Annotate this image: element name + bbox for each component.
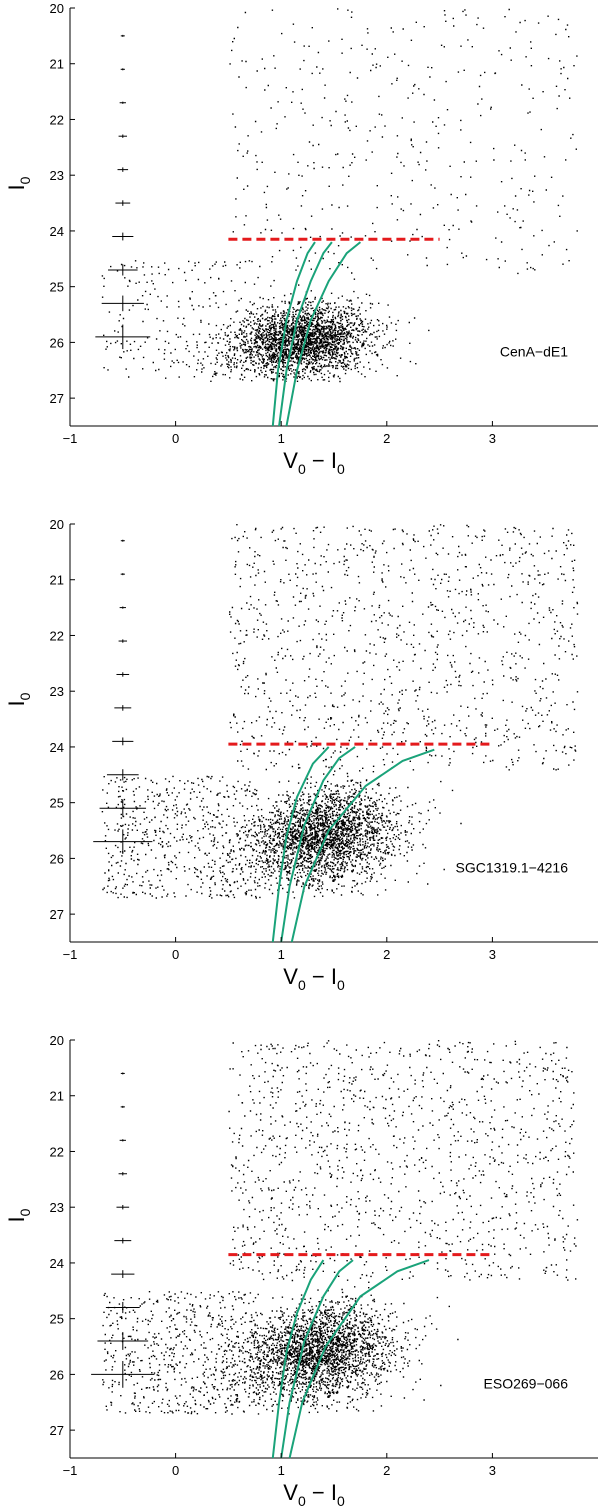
x-tick-label: 3 (489, 947, 496, 962)
y-tick-label: 23 (50, 168, 64, 183)
x-tick-label: 0 (172, 431, 179, 446)
error-bar-4 (118, 1172, 128, 1176)
error-bar-8 (108, 264, 138, 276)
error-bar-2 (120, 1105, 125, 1108)
error-bar-5 (116, 1204, 130, 1210)
error-bar-2 (120, 68, 125, 71)
y-tick-label: 24 (50, 224, 64, 239)
x-tick-label: −1 (63, 1463, 78, 1478)
y-tick-label: 24 (50, 1256, 64, 1271)
error-bar-6 (115, 200, 131, 206)
y-tick-label: 24 (50, 740, 64, 755)
y-axis-title: I0 (4, 176, 33, 190)
y-tick-label: 25 (50, 1312, 64, 1327)
x-tick-label: 3 (489, 1463, 496, 1478)
error-bar-7 (112, 737, 134, 746)
y-tick-label: 22 (50, 628, 64, 643)
error-bar-4 (118, 134, 128, 138)
isochrone-1 (271, 241, 316, 427)
star-points (101, 8, 578, 383)
isochrone-2 (278, 241, 333, 427)
y-tick-label: 20 (50, 1033, 64, 1048)
isochrone-3 (290, 748, 435, 943)
error-bar-7 (111, 1270, 135, 1278)
error-bar-9 (97, 1332, 149, 1350)
star-points (102, 1040, 579, 1415)
x-tick-label: −1 (63, 431, 78, 446)
y-tick-label: 27 (50, 391, 64, 406)
y-tick-label: 25 (50, 280, 64, 295)
y-axis-title: I0 (4, 1208, 33, 1222)
error-bar-9 (99, 799, 147, 817)
x-tick-label: −1 (63, 947, 78, 962)
y-tick-label: 22 (50, 112, 64, 127)
y-tick-label: 21 (50, 1089, 64, 1104)
error-bar-1 (120, 1072, 125, 1075)
y-axis-title: I0 (4, 692, 33, 706)
error-bar-4 (118, 639, 128, 643)
error-bar-3 (119, 101, 126, 104)
error-bar-9 (101, 295, 144, 312)
isochrone-2 (280, 746, 356, 943)
isochrone-3 (288, 1259, 430, 1459)
x-tick-label: 2 (383, 1463, 390, 1478)
error-bar-6 (114, 1237, 132, 1244)
y-tick-label: 23 (50, 1200, 64, 1215)
x-tick-label: 1 (278, 431, 285, 446)
isochrone-3 (285, 241, 362, 427)
star-points (101, 524, 579, 899)
y-tick-label: 26 (50, 335, 64, 350)
y-tick-label: 25 (50, 796, 64, 811)
error-bar-10 (95, 324, 151, 350)
panel-label: CenA−dE1 (500, 343, 568, 359)
error-bar-3 (119, 606, 126, 609)
error-bar-10 (91, 1361, 155, 1388)
y-tick-label: 26 (50, 1367, 64, 1382)
error-bar-2 (120, 573, 125, 576)
y-tick-label: 20 (50, 1, 64, 16)
error-bar-5 (116, 672, 130, 677)
error-bar-1 (120, 34, 125, 37)
x-axis-title: V0 − I0 (283, 964, 345, 993)
error-bar-5 (117, 167, 129, 172)
y-tick-label: 27 (50, 907, 64, 922)
x-tick-label: 1 (278, 947, 285, 962)
isochrone-1 (271, 1259, 325, 1459)
isochrone-1 (271, 746, 330, 943)
y-tick-label: 26 (50, 851, 64, 866)
x-axis-title: V0 − I0 (283, 448, 345, 477)
x-tick-label: 2 (383, 431, 390, 446)
error-bar-6 (114, 705, 132, 711)
panel-label: SGC1319.1−4216 (456, 859, 569, 875)
error-bar-8 (106, 769, 139, 781)
x-tick-label: 1 (278, 1463, 285, 1478)
error-bar-1 (120, 539, 125, 542)
error-bar-3 (119, 1139, 126, 1142)
error-bar-7 (112, 232, 134, 241)
y-tick-label: 23 (50, 684, 64, 699)
x-tick-label: 3 (489, 431, 496, 446)
isochrone-2 (280, 1259, 354, 1459)
y-tick-label: 20 (50, 517, 64, 532)
error-bar-8 (105, 1301, 140, 1314)
x-tick-label: 2 (383, 947, 390, 962)
y-tick-label: 22 (50, 1144, 64, 1159)
x-tick-label: 0 (172, 947, 179, 962)
y-tick-label: 21 (50, 57, 64, 72)
y-tick-label: 27 (50, 1423, 64, 1438)
x-axis-title: V0 − I0 (283, 1480, 345, 1509)
panel-label: ESO269−066 (484, 1375, 569, 1391)
y-tick-label: 21 (50, 573, 64, 588)
error-bar-10 (93, 829, 153, 854)
x-tick-label: 0 (172, 1463, 179, 1478)
